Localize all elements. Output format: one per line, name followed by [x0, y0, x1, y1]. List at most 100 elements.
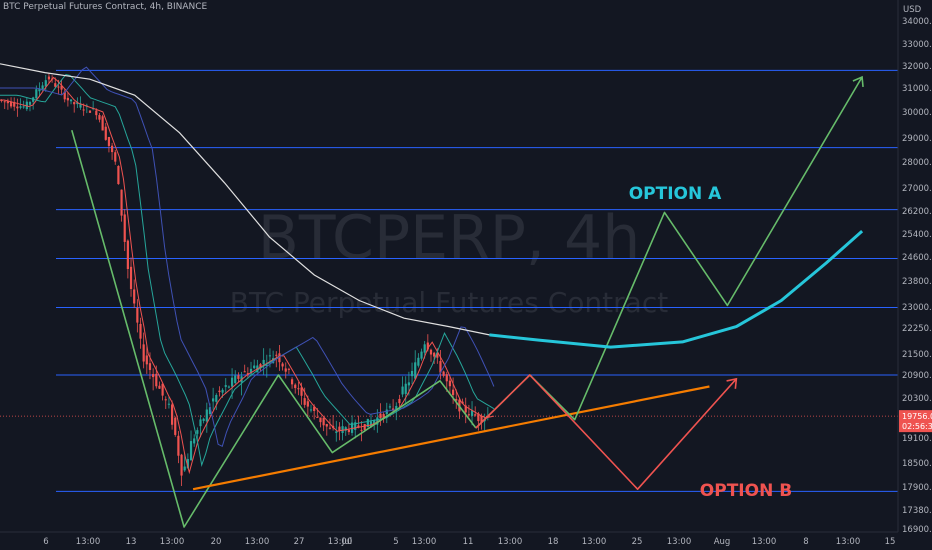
candle-body [139, 323, 142, 339]
x-tick-label: 13:00 [76, 537, 101, 547]
candle-body [221, 389, 224, 393]
candle-body [230, 377, 234, 387]
x-tick-label: 13:00 [412, 537, 437, 547]
candle-body [347, 429, 351, 433]
y-tick-label: 28000.0 [902, 158, 932, 168]
candle-body [142, 344, 145, 362]
candle-body [145, 355, 148, 365]
candle-body [297, 388, 300, 390]
y-tick-label: 16900.0 [902, 525, 932, 535]
candle-body [193, 438, 196, 444]
y-tick-label: 32000.0 [902, 62, 932, 72]
candle-body [407, 382, 410, 386]
candle-body [382, 414, 385, 419]
watermark-symbol: BTCPERP, 4h [258, 203, 641, 273]
candle-body [341, 426, 344, 434]
candle-body [275, 354, 278, 356]
candle-body [6, 101, 9, 104]
candle-body [101, 116, 104, 131]
candle-body [398, 398, 401, 404]
candle-body [13, 102, 16, 107]
x-tick-label: 13:00 [836, 537, 861, 547]
candle-body [54, 83, 57, 87]
candle-body [474, 414, 477, 416]
candle-body [385, 409, 388, 415]
x-tick-label: Jul [341, 537, 352, 547]
ma-fast-line [0, 76, 495, 475]
ma-slow-line [0, 66, 495, 448]
candle-body [249, 368, 253, 374]
candle-body [110, 145, 114, 153]
candle-body [404, 383, 407, 394]
y-tick-label: 18500.0 [902, 459, 932, 469]
candle-body [262, 359, 265, 365]
candle-body [60, 85, 63, 90]
candle-body [73, 102, 76, 105]
y-tick-label: 17380.0 [902, 506, 932, 516]
y-tick-label: 30000.0 [902, 108, 932, 118]
candle-body [79, 103, 82, 108]
candle-body [451, 389, 455, 396]
candle-body [186, 459, 189, 469]
candle-body [47, 76, 51, 80]
candle-body [322, 417, 325, 426]
candle-body [158, 385, 161, 389]
y-tick-label: 31000.0 [902, 84, 932, 94]
candle-body [379, 413, 382, 419]
candle-body [470, 410, 474, 416]
x-tick-label: 13:00 [667, 537, 692, 547]
candle-body [28, 101, 32, 105]
y-tick-label: 20900.0 [902, 371, 932, 381]
candle-body [123, 214, 126, 242]
candle-body [243, 371, 246, 373]
x-tick-label: 13 [126, 537, 137, 547]
y-tick-label: 29000.0 [902, 134, 932, 144]
candle-body [95, 110, 98, 116]
candle-body [136, 307, 139, 323]
candle-body [246, 373, 249, 375]
candle-body [461, 401, 464, 404]
candle-body [180, 454, 183, 476]
x-tick-label: 13:00 [160, 537, 185, 547]
y-tick-label: 19100.0 [902, 434, 932, 444]
candle-body [287, 368, 291, 370]
candle-body [234, 375, 237, 384]
candle-body [423, 344, 426, 353]
candle-body [319, 417, 322, 423]
currency-label: USD [903, 5, 922, 15]
candle-body [117, 165, 120, 185]
pattern-line [71, 129, 477, 528]
candle-body [265, 365, 268, 367]
candle-body [189, 441, 193, 461]
watermark-description: BTC Perpetual Futures Contract [230, 286, 668, 319]
candle-body [104, 126, 107, 140]
candle-body [344, 427, 347, 431]
ma-200-line [0, 63, 490, 336]
x-tick-label: Aug [714, 537, 731, 547]
y-tick-label: 26200.0 [902, 207, 932, 217]
candle-body [436, 353, 439, 358]
candle-body [328, 427, 332, 429]
candle-body [196, 430, 199, 434]
candle-body [253, 365, 256, 369]
candle-body [161, 383, 164, 396]
x-tick-label: 18 [548, 537, 559, 547]
candle-body [278, 353, 281, 363]
candle-body [410, 370, 414, 377]
candle-body [44, 80, 47, 87]
candle-body [155, 373, 158, 387]
candle-body [152, 374, 155, 378]
candle-body [218, 390, 221, 393]
x-tick-label: 13:00 [752, 537, 777, 547]
candle-body [369, 421, 373, 427]
candle-body [66, 97, 69, 101]
y-tick-label: 24600.0 [902, 253, 932, 263]
candle-body [417, 357, 420, 366]
candle-body [174, 417, 177, 435]
candle-body [360, 429, 363, 431]
candle-body [309, 409, 313, 411]
x-tick-label: 20 [211, 537, 222, 547]
candle-body [357, 425, 360, 428]
